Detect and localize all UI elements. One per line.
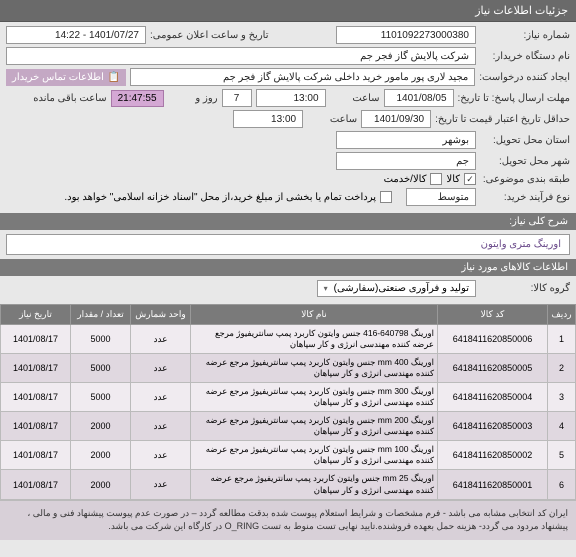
col-code: کد کالا [438,305,548,325]
announce-label: تاریخ و ساعت اعلان عمومی: [150,30,269,41]
cell-qty: 5000 [71,354,131,383]
province-label: استان محل تحویل: [480,135,570,146]
cell-code: 6418411620850005 [438,354,548,383]
cell-desc: اورینگ mm 100 جنس وایتون کاربرد پمپ سانت… [191,441,438,470]
col-index: ردیف [548,305,576,325]
cell-unit: عدد [131,470,191,499]
col-date: تاریخ نیاز [1,305,71,325]
cell-index: 5 [548,441,576,470]
cell-code: 6418411620850006 [438,325,548,354]
countdown-timer: 21:47:55 [111,90,164,107]
service-checkbox[interactable] [430,173,442,185]
time-label-2: ساعت [307,114,357,125]
subject-class-label: طبقه بندی موضوعی: [480,174,570,185]
cell-code: 6418411620850002 [438,441,548,470]
days-value: 7 [222,89,252,107]
table-row: 16418411620850006اورینگ 640798-416 جنس و… [1,325,576,354]
city-label: شهر محل تحویل: [480,156,570,167]
cell-index: 6 [548,470,576,499]
cell-unit: عدد [131,441,191,470]
table-row: 36418411620850004اورینگ mm 300 جنس وایتو… [1,383,576,412]
cell-qty: 2000 [71,470,131,499]
province-value: بوشهر [336,131,476,149]
process-label: نوع فرآیند خرید: [480,192,570,203]
service-check-label: کالا/خدمت [384,174,427,185]
deadline-date: 1401/08/05 [384,89,454,107]
deadline-label: مهلت ارسال پاسخ: تا تاریخ: [458,93,570,104]
city-value: جم [336,152,476,170]
cell-qty: 2000 [71,412,131,441]
goods-header: اطلاعات کالاهای مورد نیاز [0,259,576,276]
validity-label: حداقل تاریخ اعتبار قیمت تا تاریخ: [435,114,570,125]
days-label: روز و [168,93,218,104]
need-no-value: 1101092273000380 [336,26,476,44]
payment-checkbox[interactable] [380,191,392,203]
cell-desc: اورینگ mm 300 جنس وایتون کاربرد پمپ سانت… [191,383,438,412]
group-label: گروه کالا: [480,283,570,294]
group-value: تولید و فرآوری صنعتی(سفارشی) [334,283,469,294]
table-row: 46418411620850003اورینگ mm 200 جنس وایتو… [1,412,576,441]
cell-index: 1 [548,325,576,354]
requester-label: ایجاد کننده درخواست: [479,72,570,83]
time-label-1: ساعت [330,93,380,104]
cell-unit: عدد [131,325,191,354]
payment-note: پرداخت تمام یا بخشی از مبلغ خرید،از محل … [64,192,376,203]
cell-date: 1401/08/17 [1,441,71,470]
cell-index: 2 [548,354,576,383]
cell-date: 1401/08/17 [1,470,71,499]
table-row: 26418411620850005اورینگ mm 400 جنس وایتو… [1,354,576,383]
goods-check-label: کالا [446,174,460,185]
cell-desc: اورینگ 640798-416 جنس وایتون کاربرد پمپ … [191,325,438,354]
validity-date: 1401/09/30 [361,110,431,128]
validity-time: 13:00 [233,110,303,128]
cell-unit: عدد [131,412,191,441]
announce-value: 1401/07/27 - 14:22 [6,26,146,44]
need-desc-text: اورینگ متری وایتون [6,234,570,255]
goods-table: ردیف کد کالا نام کالا واحد شمارش تعداد /… [0,304,576,500]
requester-value: مجید لاری پور مامور خرید داخلی شرکت پالا… [130,68,475,86]
cell-unit: عدد [131,354,191,383]
cell-date: 1401/08/17 [1,325,71,354]
col-unit: واحد شمارش [131,305,191,325]
footer-note: ایران کد انتخابی مشابه می باشد - فرم مشخ… [0,500,576,540]
cell-index: 4 [548,412,576,441]
chevron-down-icon: ▾ [324,284,328,293]
cell-qty: 2000 [71,441,131,470]
timer-label: ساعت باقی مانده [33,93,106,104]
info-icon: 📋 [108,72,120,83]
cell-date: 1401/08/17 [1,383,71,412]
buyer-info-button[interactable]: 📋 اطلاعات تماس خریدار [6,69,126,86]
cell-code: 6418411620850003 [438,412,548,441]
goods-checkbox[interactable] [464,173,476,185]
cell-desc: اورینگ mm 400 جنس وایتون کاربرد پمپ سانت… [191,354,438,383]
cell-qty: 5000 [71,383,131,412]
cell-code: 6418411620850001 [438,470,548,499]
process-value: متوسط [406,188,476,206]
table-row: 66418411620850001اورینگ mm 25 جنس وایتون… [1,470,576,499]
cell-date: 1401/08/17 [1,354,71,383]
table-row: 56418411620850002اورینگ mm 100 جنس وایتو… [1,441,576,470]
col-desc: نام کالا [191,305,438,325]
col-qty: تعداد / مقدار [71,305,131,325]
deadline-time: 13:00 [256,89,326,107]
group-select[interactable]: تولید و فرآوری صنعتی(سفارشی) ▾ [317,280,476,297]
org-label: نام دستگاه خریدار: [480,51,570,62]
cell-index: 3 [548,383,576,412]
buyer-info-label: اطلاعات تماس خریدار [12,72,104,83]
cell-code: 6418411620850004 [438,383,548,412]
cell-desc: اورینگ mm 25 جنس وایتون کاربرد پمپ سانتر… [191,470,438,499]
need-desc-header: شرح کلی نیاز: [0,213,576,230]
panel-header: جزئیات اطلاعات نیاز [0,0,576,22]
cell-desc: اورینگ mm 200 جنس وایتون کاربرد پمپ سانت… [191,412,438,441]
need-no-label: شماره نیاز: [480,30,570,41]
cell-qty: 5000 [71,325,131,354]
cell-date: 1401/08/17 [1,412,71,441]
cell-unit: عدد [131,383,191,412]
org-value: شرکت پالایش گاز فجر جم [6,47,476,65]
